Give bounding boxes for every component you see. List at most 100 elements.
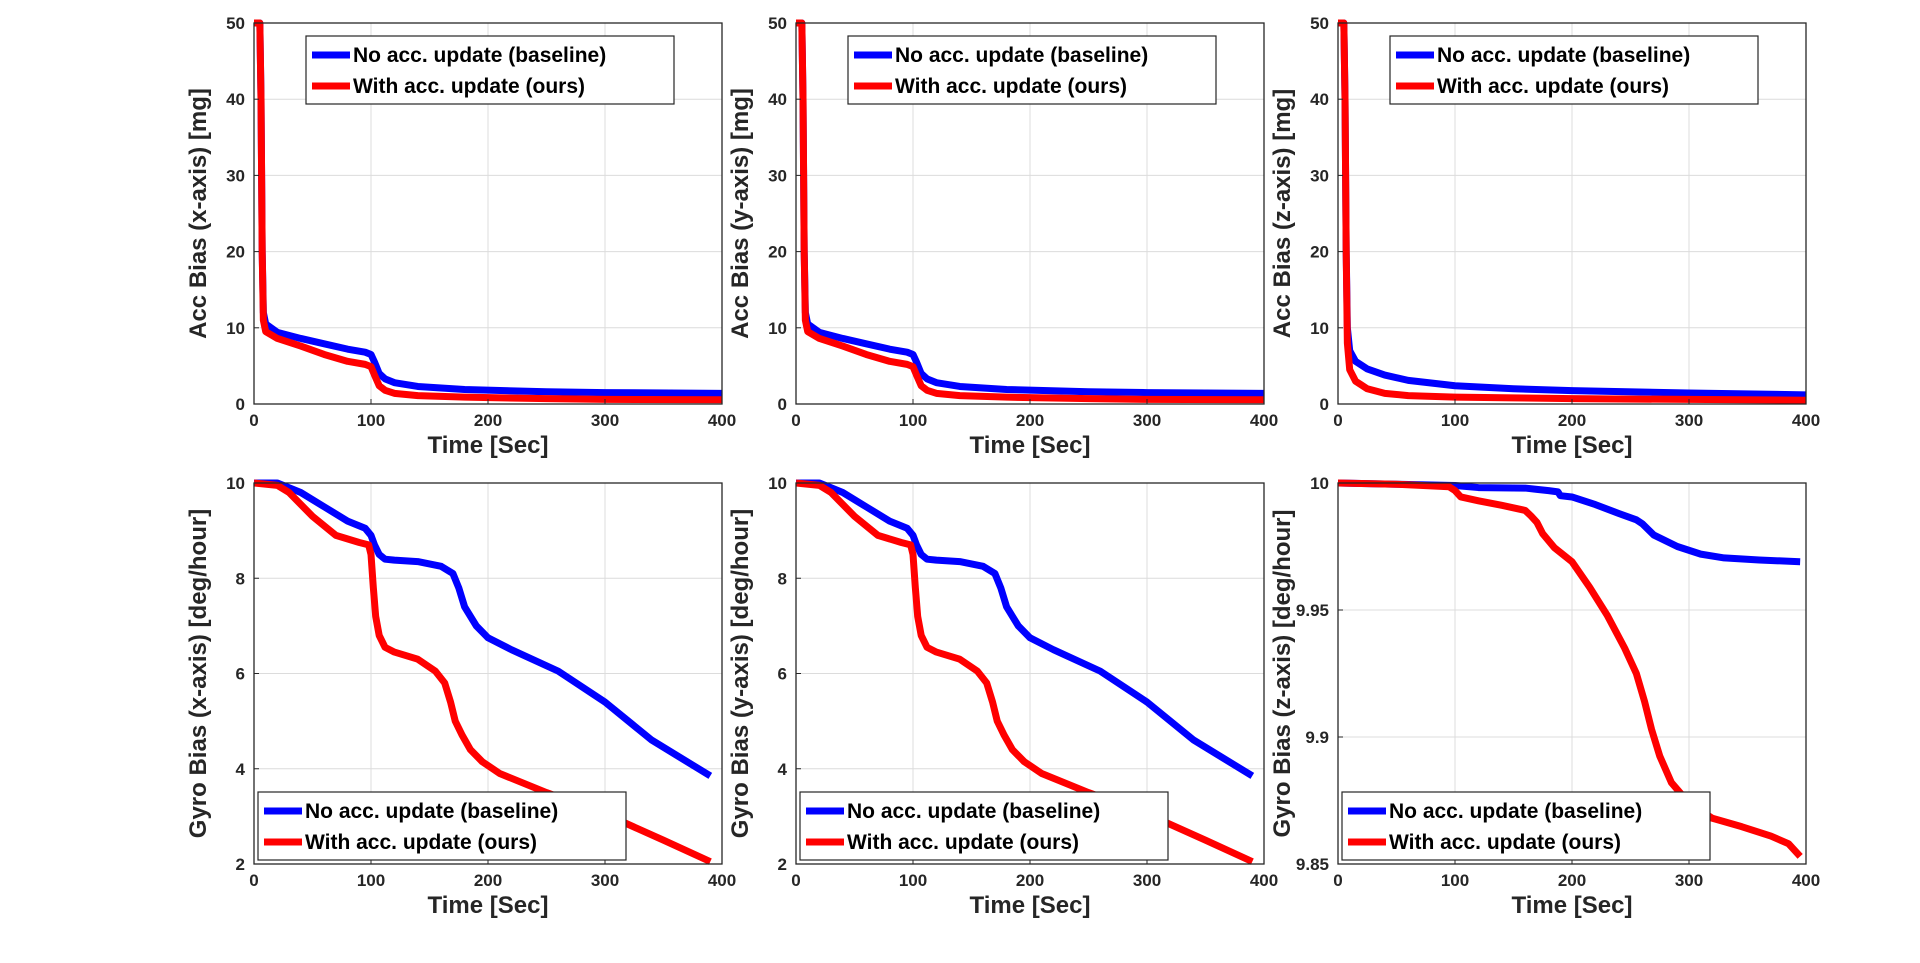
panel-gyro-bias-x: 0 100 200 300 400 2 4 6 8 10 Time [Sec] Gyro Bias (… bbox=[185, 474, 736, 919]
legend-label-ours: With acc. update (ours) bbox=[1389, 831, 1621, 854]
panel-acc-bias-x: 0 100 200 300 400 0 10 20 30 40 50 Time [Sec] Acc Bi… bbox=[185, 14, 736, 459]
y-tick-label: 8 bbox=[236, 569, 245, 588]
x-tick-label: 300 bbox=[1675, 871, 1703, 890]
legend: No acc. update (baseline) With acc. updat… bbox=[1341, 791, 1711, 861]
series-ours-line bbox=[1338, 19, 1807, 404]
y-tick-label: 40 bbox=[1310, 90, 1329, 109]
series-ours-line bbox=[253, 479, 712, 865]
legend-label-ours: With acc. update (ours) bbox=[1437, 75, 1669, 98]
x-tick-label: 400 bbox=[708, 871, 736, 890]
x-tick-label: 400 bbox=[1250, 411, 1278, 430]
legend: No acc. update (baseline) With acc. updat… bbox=[1389, 35, 1759, 105]
y-axis-label: Gyro Bias (x-axis) [deg/hour] bbox=[185, 509, 212, 838]
y-tick-label: 4 bbox=[778, 760, 788, 779]
y-tick-label: 0 bbox=[778, 395, 787, 414]
x-tick-label: 400 bbox=[1250, 871, 1278, 890]
y-tick-label: 50 bbox=[226, 14, 245, 33]
x-tick-label: 200 bbox=[1016, 871, 1044, 890]
y-tick-label: 10 bbox=[226, 474, 245, 493]
x-axis-label: Time [Sec] bbox=[428, 432, 549, 459]
x-tick-label: 100 bbox=[899, 411, 927, 430]
x-tick-label: 200 bbox=[1558, 871, 1586, 890]
x-tick-label: 200 bbox=[1558, 411, 1586, 430]
y-tick-label: 30 bbox=[1310, 166, 1329, 185]
series-ours-line bbox=[254, 19, 723, 404]
series-baseline-line bbox=[1337, 479, 1801, 566]
y-axis-label: Acc Bias (z-axis) [mg] bbox=[1269, 89, 1296, 338]
y-tick-label: 50 bbox=[768, 14, 787, 33]
y-tick-label: 50 bbox=[1310, 14, 1329, 33]
y-tick-label: 40 bbox=[768, 90, 787, 109]
y-tick-label: 30 bbox=[768, 166, 787, 185]
legend: No acc. update (baseline) With acc. updat… bbox=[305, 35, 675, 105]
y-tick-label: 30 bbox=[226, 166, 245, 185]
legend-box bbox=[305, 35, 675, 105]
panel-acc-bias-y: 0 100 200 300 400 0 10 20 30 40 50 Time [Sec] Acc Bi… bbox=[727, 14, 1278, 459]
x-tick-label: 100 bbox=[357, 871, 385, 890]
y-tick-label: 9.95 bbox=[1296, 601, 1329, 620]
legend-label-baseline: No acc. update (baseline) bbox=[1389, 800, 1642, 823]
x-tick-label: 0 bbox=[791, 871, 800, 890]
legend: No acc. update (baseline) With acc. updat… bbox=[257, 791, 627, 861]
x-axis-label: Time [Sec] bbox=[428, 892, 549, 919]
x-axis-label: Time [Sec] bbox=[1512, 892, 1633, 919]
x-tick-label: 400 bbox=[1792, 411, 1820, 430]
x-axis-label: Time [Sec] bbox=[970, 892, 1091, 919]
x-tick-label: 100 bbox=[1441, 411, 1469, 430]
x-tick-label: 0 bbox=[1333, 411, 1342, 430]
legend-box bbox=[1389, 35, 1759, 105]
x-axis-label: Time [Sec] bbox=[970, 432, 1091, 459]
y-tick-label: 8 bbox=[778, 569, 787, 588]
legend-label-ours: With acc. update (ours) bbox=[847, 831, 1079, 854]
x-tick-label: 400 bbox=[708, 411, 736, 430]
legend-box bbox=[847, 35, 1217, 105]
y-tick-label: 4 bbox=[236, 760, 246, 779]
panel-gyro-bias-z: 0 100 200 300 400 9.85 9.9 9.95 10 Time [Sec] Gyro… bbox=[1269, 474, 1820, 919]
series-ours-line bbox=[796, 19, 1265, 404]
legend-label-ours: With acc. update (ours) bbox=[305, 831, 537, 854]
x-tick-label: 300 bbox=[1133, 871, 1161, 890]
y-tick-label: 10 bbox=[226, 319, 245, 338]
y-tick-label: 10 bbox=[768, 474, 787, 493]
x-tick-label: 100 bbox=[899, 871, 927, 890]
x-tick-label: 0 bbox=[791, 411, 800, 430]
series-ours-line bbox=[795, 479, 1254, 865]
y-tick-label: 10 bbox=[1310, 319, 1329, 338]
legend-box bbox=[1341, 791, 1711, 861]
x-tick-label: 100 bbox=[1441, 871, 1469, 890]
x-tick-label: 400 bbox=[1792, 871, 1820, 890]
panel-gyro-bias-y: 0 100 200 300 400 2 4 6 8 10 Time [Sec] Gyro Bias (… bbox=[727, 474, 1278, 919]
y-tick-label: 10 bbox=[1310, 474, 1329, 493]
y-tick-label: 20 bbox=[768, 243, 787, 262]
y-tick-label: 20 bbox=[1310, 243, 1329, 262]
x-tick-label: 200 bbox=[1016, 411, 1044, 430]
panel-acc-bias-z: 0 100 200 300 400 0 10 20 30 40 50 Time [Sec] Acc Bi… bbox=[1269, 14, 1820, 459]
x-tick-label: 200 bbox=[474, 871, 502, 890]
legend-label-ours: With acc. update (ours) bbox=[895, 75, 1127, 98]
y-axis-label: Gyro Bias (y-axis) [deg/hour] bbox=[727, 509, 754, 838]
y-tick-label: 6 bbox=[778, 665, 787, 684]
y-tick-label: 10 bbox=[768, 319, 787, 338]
legend-label-baseline: No acc. update (baseline) bbox=[353, 44, 606, 67]
y-tick-label: 2 bbox=[236, 855, 245, 874]
legend-box bbox=[257, 791, 627, 861]
x-tick-label: 300 bbox=[591, 411, 619, 430]
y-tick-label: 0 bbox=[236, 395, 245, 414]
legend-label-baseline: No acc. update (baseline) bbox=[895, 44, 1148, 67]
y-tick-label: 40 bbox=[226, 90, 245, 109]
x-tick-label: 300 bbox=[1133, 411, 1161, 430]
y-tick-label: 0 bbox=[1320, 395, 1329, 414]
y-tick-label: 9.85 bbox=[1296, 855, 1329, 874]
y-axis-label: Gyro Bias (z-axis) [deg/hour] bbox=[1269, 509, 1296, 837]
legend-label-baseline: No acc. update (baseline) bbox=[305, 800, 558, 823]
y-tick-label: 2 bbox=[778, 855, 787, 874]
y-tick-label: 20 bbox=[226, 243, 245, 262]
y-axis-label: Acc Bias (y-axis) [mg] bbox=[727, 88, 754, 339]
x-axis-label: Time [Sec] bbox=[1512, 432, 1633, 459]
legend-label-baseline: No acc. update (baseline) bbox=[1437, 44, 1690, 67]
y-axis-label: Acc Bias (x-axis) [mg] bbox=[185, 88, 212, 339]
series-baseline-line bbox=[254, 479, 713, 779]
x-tick-label: 200 bbox=[474, 411, 502, 430]
x-tick-label: 100 bbox=[357, 411, 385, 430]
